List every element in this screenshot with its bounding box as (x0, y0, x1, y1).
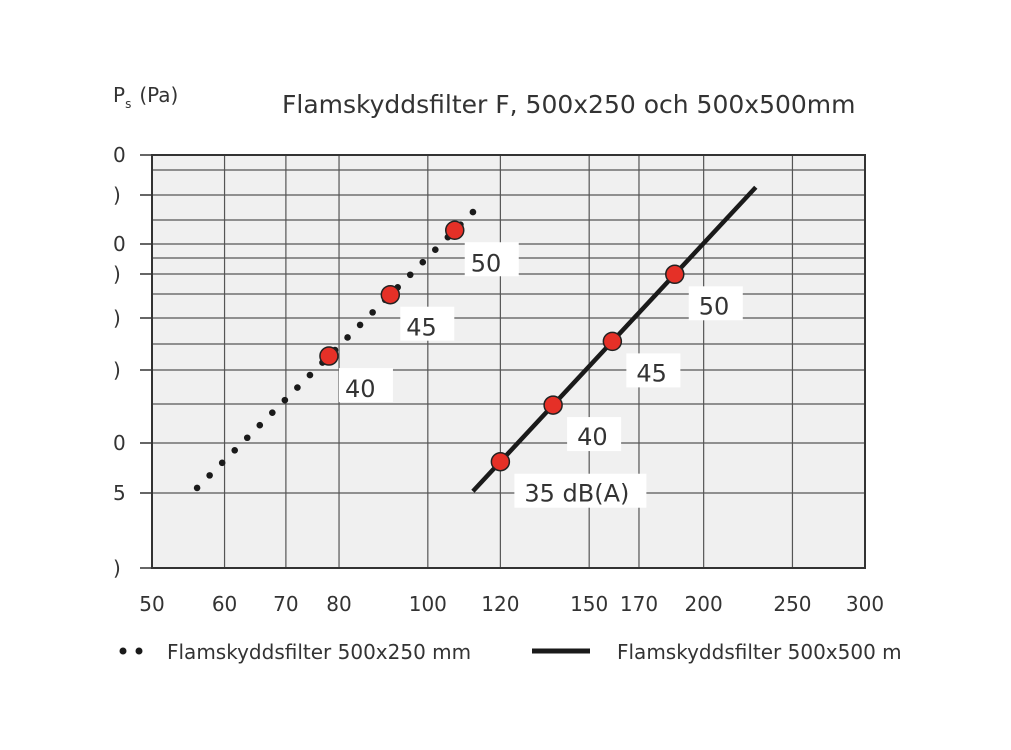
y-axis-label-sub: s (125, 97, 131, 111)
data-label-500x500: 50 (699, 292, 730, 320)
series-500x250-dot (469, 208, 477, 216)
y-axis-label-main: P (113, 83, 125, 107)
x-tick-label: 100 (409, 592, 447, 616)
series-500x250-dot (256, 421, 264, 429)
series-500x250-point (444, 220, 465, 241)
x-tick-label: 300 (846, 592, 884, 616)
plot-area (152, 155, 865, 568)
series-500x250-dot (218, 459, 226, 467)
data-label-500x250: 40 (345, 375, 376, 403)
data-label-500x500: 35 dB(A) (524, 480, 629, 508)
series-500x250-dot (206, 472, 213, 479)
plot-frame (151, 154, 866, 569)
legend-dot-marker (119, 647, 127, 655)
series-500x250-point (319, 346, 339, 366)
series-500x250-dot (419, 258, 427, 266)
series-500x250-dot (432, 246, 439, 253)
x-tick-label: 150 (570, 592, 608, 616)
x-tick-label: 170 (620, 592, 658, 616)
data-label-box (567, 417, 622, 452)
series-500x250-dot (294, 384, 301, 391)
y-tick-label: 0 (113, 143, 126, 167)
x-tick-label: 70 (273, 592, 298, 616)
series-500x500-point (665, 264, 685, 285)
data-label-box (626, 353, 681, 388)
series-500x250-dot (356, 321, 364, 329)
y-tick-label: 5 (113, 481, 126, 505)
y-axis-label: Ps (Pa) (113, 83, 178, 111)
y-tick-label: 0 (113, 232, 126, 256)
series-layer: 40 45 50 35 dB(A) 40 45 50 (193, 185, 758, 508)
y-tick-label: ) (113, 306, 121, 330)
series-500x250-dot (344, 334, 351, 341)
y-tick-label: ) (113, 556, 121, 580)
series-500x250-dot (281, 396, 289, 404)
series-500x250-dot (243, 434, 251, 442)
chart-title: Flamskyddsfilter F, 500x250 och 500x500m… (282, 90, 856, 119)
data-label-500x500: 40 (577, 423, 608, 451)
data-label-box (514, 473, 647, 508)
series-500x250-dot (231, 446, 239, 454)
data-label-500x250: 50 (471, 249, 502, 277)
legend-dot-marker (135, 647, 143, 655)
series-500x500-point (543, 395, 563, 415)
data-label-500x250: 45 (406, 314, 437, 342)
y-tick-label: ) (113, 358, 121, 382)
series-500x250-dot (306, 371, 314, 379)
y-axis-label-unit: (Pa) (139, 83, 178, 107)
x-tick-label: 50 (139, 592, 164, 616)
data-label-500x500: 45 (636, 359, 667, 387)
series-500x250-dot (269, 409, 276, 416)
legend-label-500x500: Flamskyddsfilter 500x500 m (617, 640, 902, 664)
y-tick-label: ) (113, 183, 121, 207)
y-tick-label: ) (113, 262, 121, 286)
data-label-box (400, 306, 455, 341)
data-label-box (688, 286, 743, 321)
data-label-box (338, 368, 393, 403)
x-tick-label: 200 (685, 592, 723, 616)
x-tick-labels: 50 60 70 80 100 120 150 170 200 250 300 (139, 592, 884, 616)
legend: Flamskyddsfilter 500x250 mm Flamskyddsfi… (119, 640, 902, 664)
series-500x250-dot (369, 309, 376, 316)
x-tick-label: 250 (773, 592, 811, 616)
y-tick-labels: 0) 0))) 0 5) (113, 143, 126, 580)
series-500x250-dot (193, 484, 201, 492)
data-label-box (464, 242, 519, 277)
x-tick-label: 80 (326, 592, 351, 616)
series-500x250-point (380, 284, 401, 305)
series-500x500-point (602, 331, 623, 352)
y-tick-label: 0 (113, 431, 126, 455)
x-tick-label: 120 (481, 592, 519, 616)
series-500x500-point (490, 451, 511, 472)
x-tick-label: 60 (212, 592, 237, 616)
legend-label-500x250: Flamskyddsfilter 500x250 mm (167, 640, 471, 664)
series-500x250-dot (406, 271, 414, 279)
